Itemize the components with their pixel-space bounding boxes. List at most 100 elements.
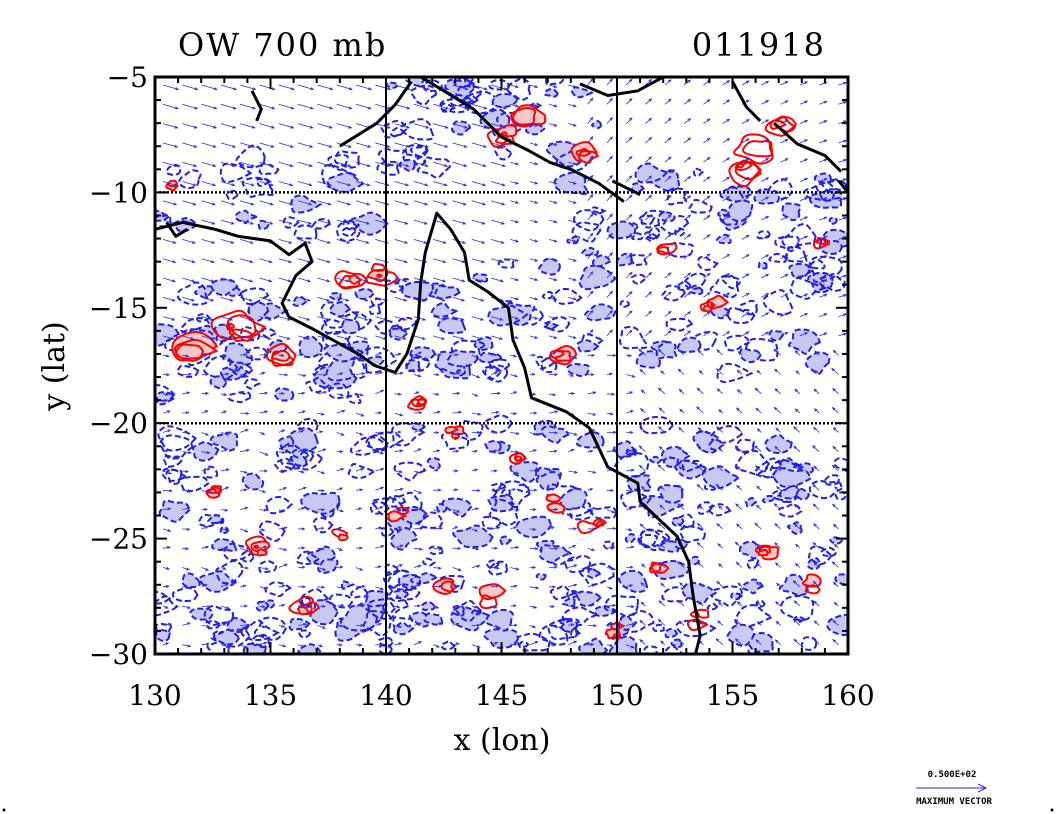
- wind-vector-head: [212, 144, 217, 148]
- wind-vector: [452, 296, 465, 302]
- wind-vector-head: [463, 163, 468, 167]
- wind-vector-head: [553, 297, 558, 301]
- wind-vector: [162, 277, 176, 282]
- wind-vector-head: [843, 216, 848, 220]
- wind-vector-head: [480, 298, 485, 302]
- wind-vector: [703, 311, 711, 317]
- negative-contour: [570, 86, 595, 99]
- wind-vector: [678, 427, 685, 433]
- wind-vector: [471, 200, 486, 205]
- wind-vector: [490, 258, 504, 263]
- wind-vector-head: [717, 601, 722, 606]
- wind-vector-head: [628, 233, 633, 237]
- wind-vector-head: [831, 406, 836, 411]
- wind-vector-head: [535, 586, 540, 590]
- wind-vector-head: [166, 410, 171, 414]
- wind-vector-head: [435, 392, 440, 396]
- wind-vector-head: [476, 644, 481, 648]
- wind-vector: [452, 181, 467, 186]
- wind-vector-head: [380, 468, 385, 471]
- negative-contour: [215, 560, 244, 585]
- wind-vector: [201, 123, 217, 129]
- wind-vector-head: [667, 310, 672, 315]
- wind-vector: [761, 196, 769, 202]
- wind-vector: [697, 446, 704, 452]
- negative-contour: [518, 640, 530, 648]
- wind-vector: [162, 123, 178, 129]
- wind-vector-head: [290, 106, 295, 110]
- negative-contour: [649, 455, 664, 465]
- wind-vector-head: [418, 507, 423, 511]
- wind-vector-head: [245, 429, 249, 432]
- wind-vector-head: [399, 487, 404, 491]
- wind-vector-head: [229, 317, 234, 321]
- wind-vector: [297, 296, 310, 302]
- wind-vector-head: [339, 487, 344, 491]
- wind-vector-head: [648, 271, 653, 276]
- wind-vector-head: [454, 353, 459, 357]
- wind-vector-head: [502, 163, 507, 167]
- wind-vector-head: [248, 317, 253, 321]
- wind-vector: [741, 292, 750, 298]
- wind-vector-head: [589, 116, 594, 121]
- wind-vector-head: [589, 232, 594, 237]
- wind-vector-head: [774, 368, 778, 373]
- wind-vector: [413, 374, 421, 377]
- wind-vector: [606, 194, 613, 202]
- wind-vector-head: [784, 119, 789, 123]
- wind-vector-head: [358, 643, 363, 647]
- negative-contour: [710, 425, 743, 444]
- wind-vector-head: [289, 183, 294, 187]
- wind-vector-head: [454, 488, 459, 492]
- wind-vector: [838, 294, 847, 298]
- wind-vector: [780, 312, 788, 317]
- wind-vector: [741, 138, 750, 144]
- wind-vector: [529, 161, 538, 165]
- wind-vector-head: [396, 605, 401, 609]
- wind-vector: [201, 84, 217, 90]
- vector-legend: 0.500E+02 MAXIMUM VECTOR: [916, 770, 993, 807]
- wind-vector-head: [171, 317, 176, 321]
- wind-vector-head: [765, 138, 770, 142]
- wind-vector-head: [251, 125, 256, 129]
- wind-vector-head: [804, 313, 809, 316]
- wind-vector: [756, 505, 762, 510]
- wind-vector: [755, 465, 762, 472]
- wind-vector-head: [319, 353, 324, 357]
- wind-vector-head: [726, 138, 731, 142]
- coastline-segment: [250, 90, 263, 122]
- wind-vector-head: [500, 240, 505, 244]
- wind-vector-head: [726, 292, 731, 296]
- wind-vector-head: [308, 183, 313, 187]
- positive-contour: [288, 595, 314, 615]
- wind-vector-head: [416, 470, 421, 474]
- wind-vector-head: [513, 354, 518, 358]
- wind-vector: [625, 175, 633, 182]
- coastline-segment: [773, 122, 843, 173]
- positive-contour: [733, 133, 774, 165]
- wind-vector-head: [347, 144, 352, 148]
- wind-vector: [831, 368, 839, 375]
- negative-contour: [390, 527, 419, 551]
- negative-contour: [719, 214, 738, 226]
- wind-vector: [413, 565, 421, 568]
- negative-contour: [325, 357, 355, 382]
- x-tick-labels: 130 135 140 145 150 155 160: [128, 679, 874, 712]
- wind-vector: [259, 277, 272, 282]
- wind-vector-head: [532, 392, 537, 396]
- wind-vector: [240, 258, 253, 263]
- wind-vector-head: [590, 642, 595, 646]
- wind-vector-head: [804, 81, 809, 85]
- wind-vector: [722, 138, 730, 144]
- wind-vector-head: [288, 240, 293, 244]
- negative-contour: [820, 546, 838, 557]
- wind-vector: [162, 84, 179, 90]
- wind-vector-head: [572, 239, 577, 243]
- wind-vector-head: [495, 584, 500, 588]
- wind-vector: [413, 239, 427, 244]
- wind-vector-head: [323, 373, 328, 377]
- coastline-segment: [339, 80, 413, 148]
- wind-vector: [220, 200, 235, 205]
- wind-vector: [741, 119, 750, 124]
- wind-vector-head: [497, 391, 501, 395]
